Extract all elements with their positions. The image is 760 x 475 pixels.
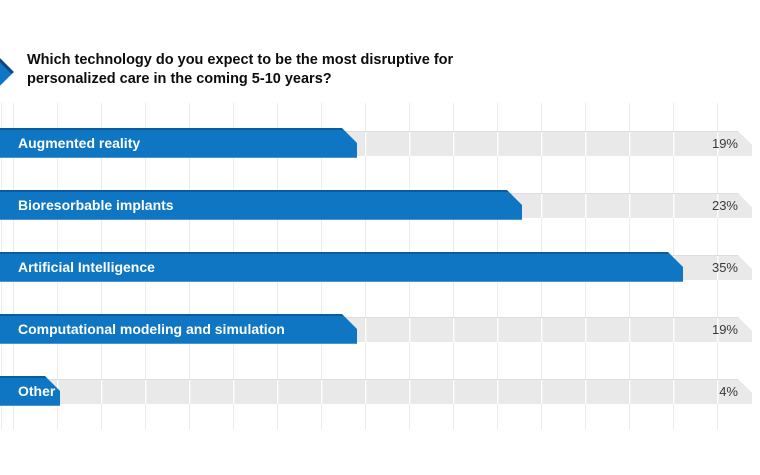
bar-fill: Other xyxy=(0,376,60,406)
bar-category-label: Other xyxy=(18,383,56,399)
bar-row: 19% Computational modeling and simulation xyxy=(0,314,760,344)
bar-track: 4% xyxy=(0,379,752,404)
bar-row: 4% Other xyxy=(0,376,760,406)
bar-row: 35% Artificial Intelligence xyxy=(0,252,760,282)
bar-category-label: Augmented reality xyxy=(18,135,141,151)
chart-title: Which technology do you expect to be the… xyxy=(27,51,667,88)
chart-title-line-1: Which technology do you expect to be the… xyxy=(27,52,454,68)
bar-value-label: 23% xyxy=(711,198,738,213)
bar-fill: Computational modeling and simulation xyxy=(0,314,357,344)
plot-area: 19% Augmented reality 23% Bioresorbable imp… xyxy=(0,103,760,430)
bar-value-label: 4% xyxy=(719,384,738,399)
bar-fill: Artificial Intelligence xyxy=(0,252,683,282)
bar-fill: Augmented reality xyxy=(0,128,357,158)
chart-title-line-2: personalized care in the coming 5-10 yea… xyxy=(27,70,332,87)
bar-category-label: Bioresorbable implants xyxy=(18,197,174,213)
bar-row: 23% Bioresorbable implants xyxy=(0,190,760,220)
bar-row: 19% Augmented reality xyxy=(0,128,760,158)
bar-category-label: Computational modeling and simulation xyxy=(18,321,285,337)
bar-fill: Bioresorbable implants xyxy=(0,190,522,220)
title-diamond-icon xyxy=(0,55,14,91)
bar-category-label: Artificial Intelligence xyxy=(18,259,155,275)
bar-value-label: 19% xyxy=(711,322,738,337)
bar-value-label: 19% xyxy=(711,136,738,151)
bar-value-label: 35% xyxy=(711,260,738,275)
